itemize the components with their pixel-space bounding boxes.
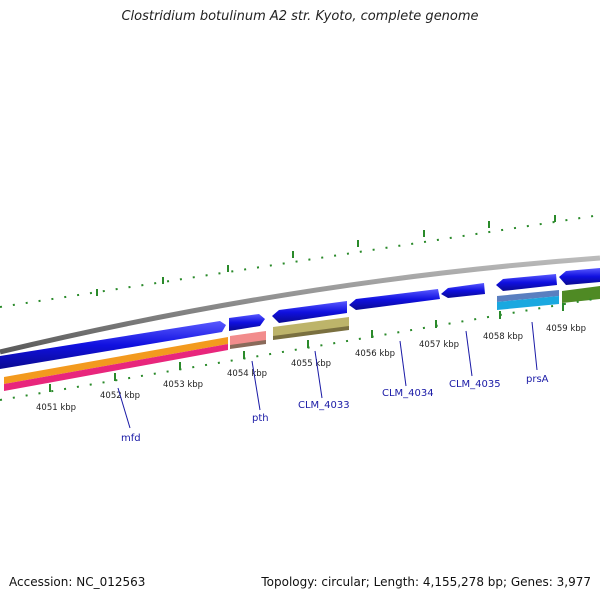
gene-label-pth[interactable]: pth <box>252 413 269 424</box>
map-title: Clostridium botulinum A2 str. Kyoto, com… <box>121 9 479 24</box>
gene-label-prsA[interactable]: prsA <box>526 374 549 385</box>
cds-arrow-clm4034[interactable] <box>349 289 440 310</box>
gene-label-mfd[interactable]: mfd <box>121 433 141 444</box>
ruler-label: 4059 kbp <box>546 324 586 334</box>
cds-arrow-prsA[interactable] <box>496 274 557 291</box>
strip-steel <box>497 290 559 302</box>
cds-arrow-mfd[interactable] <box>0 321 226 369</box>
ruler-label: 4055 kbp <box>291 359 331 369</box>
cds-arrow-next[interactable] <box>559 268 600 285</box>
accession-text: Accession: NC_012563 <box>9 575 146 589</box>
ruler-label: 4051 kbp <box>36 403 76 413</box>
genome-summary-text: Topology: circular; Length: 4,155,278 bp… <box>261 575 591 589</box>
gene-labels: mfd pth CLM_4033 CLM_4034 CLM_4035 prsA <box>121 374 549 444</box>
gene-leader-lines <box>117 321 538 429</box>
ruler-label: 4056 kbp <box>355 349 395 359</box>
strip-cyan <box>497 296 559 310</box>
gene-label-clm4034[interactable]: CLM_4034 <box>382 388 434 399</box>
strip-brown <box>230 340 266 349</box>
outer-major-ticks <box>96 215 556 296</box>
gene-label-clm4035[interactable]: CLM_4035 <box>449 379 501 390</box>
strip-magenta <box>4 344 228 391</box>
ruler-label: 4053 kbp <box>163 380 203 390</box>
cds-arrow-pth[interactable] <box>229 314 265 331</box>
cds-arrow-clm4035[interactable] <box>441 283 485 298</box>
ruler-label: 4058 kbp <box>483 332 523 342</box>
ruler-label: 4057 kbp <box>419 340 459 350</box>
cds-arrow-clm4033[interactable] <box>272 301 347 323</box>
inner-major-ticks <box>49 303 564 392</box>
strip-green <box>562 286 600 303</box>
genome-backbone <box>0 255 600 355</box>
ruler-label: 4054 kbp <box>227 369 267 379</box>
forward-strand-features <box>0 268 600 369</box>
strip-olive <box>273 317 349 338</box>
strip-orange <box>4 337 228 384</box>
strip-olive-dark <box>273 326 349 340</box>
gene-label-clm4033[interactable]: CLM_4033 <box>298 400 350 411</box>
